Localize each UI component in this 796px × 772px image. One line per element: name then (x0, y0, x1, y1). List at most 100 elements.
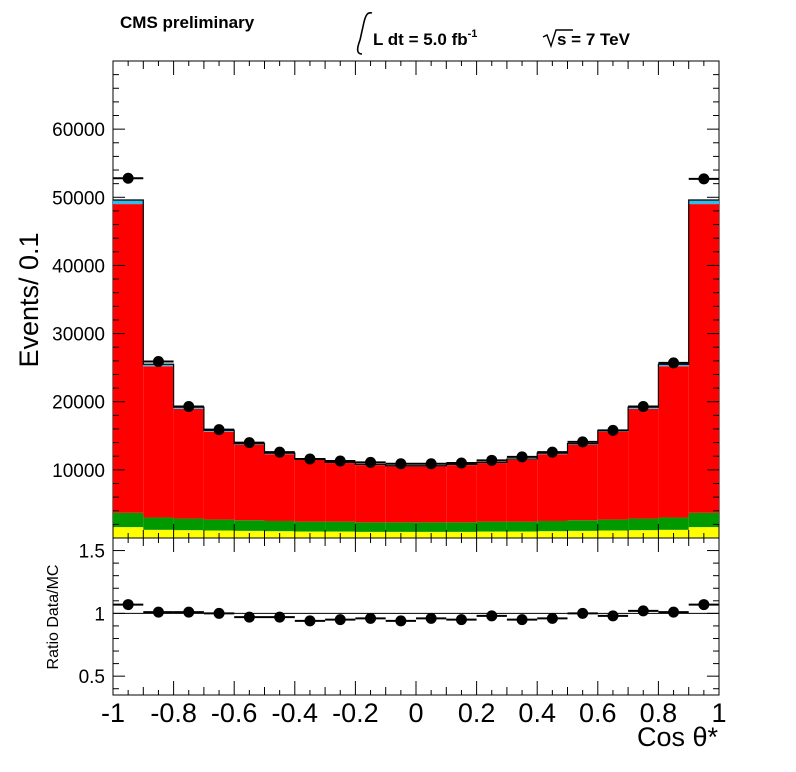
x-tick-label: 0 (408, 698, 423, 728)
ratio-point (516, 614, 528, 626)
stack-bar-2-17 (628, 408, 659, 519)
ratio-point (365, 612, 377, 624)
experiment-label: CMS preliminary (120, 13, 255, 32)
x-tick-label: -0.6 (211, 698, 258, 728)
stack-bar-2-19 (688, 204, 719, 513)
data-point (213, 424, 225, 436)
main-y-tick-label: 50000 (52, 188, 105, 209)
stack-bar-1-3 (203, 519, 235, 531)
ratio-point (122, 599, 134, 611)
stack-bar-2-13 (506, 459, 538, 522)
data-point (455, 457, 467, 469)
ratio-y-axis-title: Ratio Data/MC (45, 565, 62, 670)
main-y-axis-title: Events/ 0.1 (14, 232, 44, 367)
ratio-point (637, 605, 649, 617)
stack-bar-1-8 (355, 522, 386, 532)
data-point (243, 437, 255, 449)
stack-bar-2-7 (325, 463, 356, 522)
stack-bar-2-14 (537, 454, 568, 521)
stack-bar-2-16 (597, 431, 629, 520)
main-y-axis: 10000 20000 30000 40000 50000 60000 (52, 60, 719, 539)
data-point (395, 458, 407, 470)
stack-bar-1-4 (234, 520, 265, 531)
stack-bar-3-0 (113, 200, 144, 205)
data-point (486, 454, 498, 466)
ratio-point (334, 614, 346, 626)
stack-bar-1-5 (264, 520, 295, 532)
ratio-y-tick-label: 0.5 (79, 667, 105, 688)
sqrt-sign (542, 29, 573, 49)
stack-bar-2-3 (203, 431, 235, 520)
stack-bar-2-4 (234, 444, 265, 521)
data-point (546, 446, 558, 458)
lumi-exponent: -1 (468, 28, 478, 40)
ratio-point (455, 614, 467, 626)
stack-bar-1-15 (567, 520, 598, 531)
data-point (152, 356, 164, 368)
stack-bar-1-16 (597, 519, 629, 531)
ratio-panel: 0.5 1 1.5 Ratio Data/MC (45, 537, 720, 696)
x-tick-label: 0.6 (579, 698, 617, 728)
stack-bar-2-1 (143, 366, 174, 518)
stack-bar-2-5 (264, 454, 295, 521)
stack-bar-2-10 (416, 466, 447, 523)
stack-bar-2-9 (385, 466, 416, 523)
stack-bar-0-0 (113, 527, 144, 538)
main-y-tick-label: 60000 (52, 120, 105, 141)
data-point (668, 357, 680, 369)
lumi-text: L dt = 5.0 fb (373, 30, 468, 49)
ratio-point (395, 615, 407, 627)
stack-bar-2-11 (446, 465, 477, 523)
data-point (334, 455, 346, 467)
data-point (637, 400, 649, 412)
stack-bar-2-15 (567, 444, 598, 521)
ratio-y-tick-label: 1 (94, 604, 105, 625)
main-y-tick-label: 20000 (52, 393, 105, 414)
x-tick-label: -1 (101, 698, 125, 728)
ratio-points (113, 599, 719, 627)
data-point (516, 451, 528, 463)
stack-bar-2-2 (173, 408, 204, 519)
ratio-point (546, 612, 558, 624)
stack-bar-1-14 (537, 520, 568, 532)
stack-bar-2-12 (476, 463, 507, 522)
stack-bar-2-6 (294, 459, 326, 522)
main-y-tick-label: 10000 (52, 461, 105, 482)
x-tick-label: 1 (711, 698, 726, 728)
ratio-point (607, 610, 619, 622)
stack-bar-1-18 (658, 517, 689, 530)
stack-bar-2-0 (113, 204, 144, 513)
stack-bar-1-11 (446, 522, 477, 532)
ratio-point (152, 606, 164, 618)
stack-bar-1-19 (688, 512, 719, 528)
stack-bar-1-6 (294, 521, 326, 532)
data-point (122, 172, 134, 184)
stack-bar-0-19 (688, 527, 719, 538)
ratio-point (213, 607, 225, 619)
x-tick-label: -0.2 (332, 698, 379, 728)
main-y-tick-label: 30000 (52, 325, 105, 346)
data-point (425, 458, 437, 470)
stack-bar-2-8 (355, 465, 386, 523)
ratio-y-axis: 0.5 1 1.5 (79, 537, 719, 690)
ratio-point (668, 606, 680, 618)
stack-bar-1-10 (416, 522, 447, 532)
ratio-point (304, 615, 316, 627)
integral-sign (356, 11, 373, 55)
stack-bar-1-12 (476, 521, 507, 532)
ratio-point (577, 607, 589, 619)
stack-bar-1-17 (628, 518, 659, 531)
ratio-point (425, 612, 437, 624)
x-axis-title: Cos θ* (637, 722, 719, 752)
data-point (577, 436, 589, 448)
x-tick-label: -0.4 (272, 698, 319, 728)
ratio-point (486, 610, 498, 622)
data-point (607, 424, 619, 436)
ratio-y-tick-label: 1.5 (79, 542, 105, 563)
x-axis: -1 -0.8 -0.6 -0.4 -0.2 0 0.2 0.4 0.6 0.8 1 (101, 61, 727, 728)
main-y-tick-label: 40000 (52, 256, 105, 277)
data-points (113, 172, 719, 470)
x-tick-label: 0.4 (518, 698, 556, 728)
x-tick-label: 0.8 (640, 698, 678, 728)
